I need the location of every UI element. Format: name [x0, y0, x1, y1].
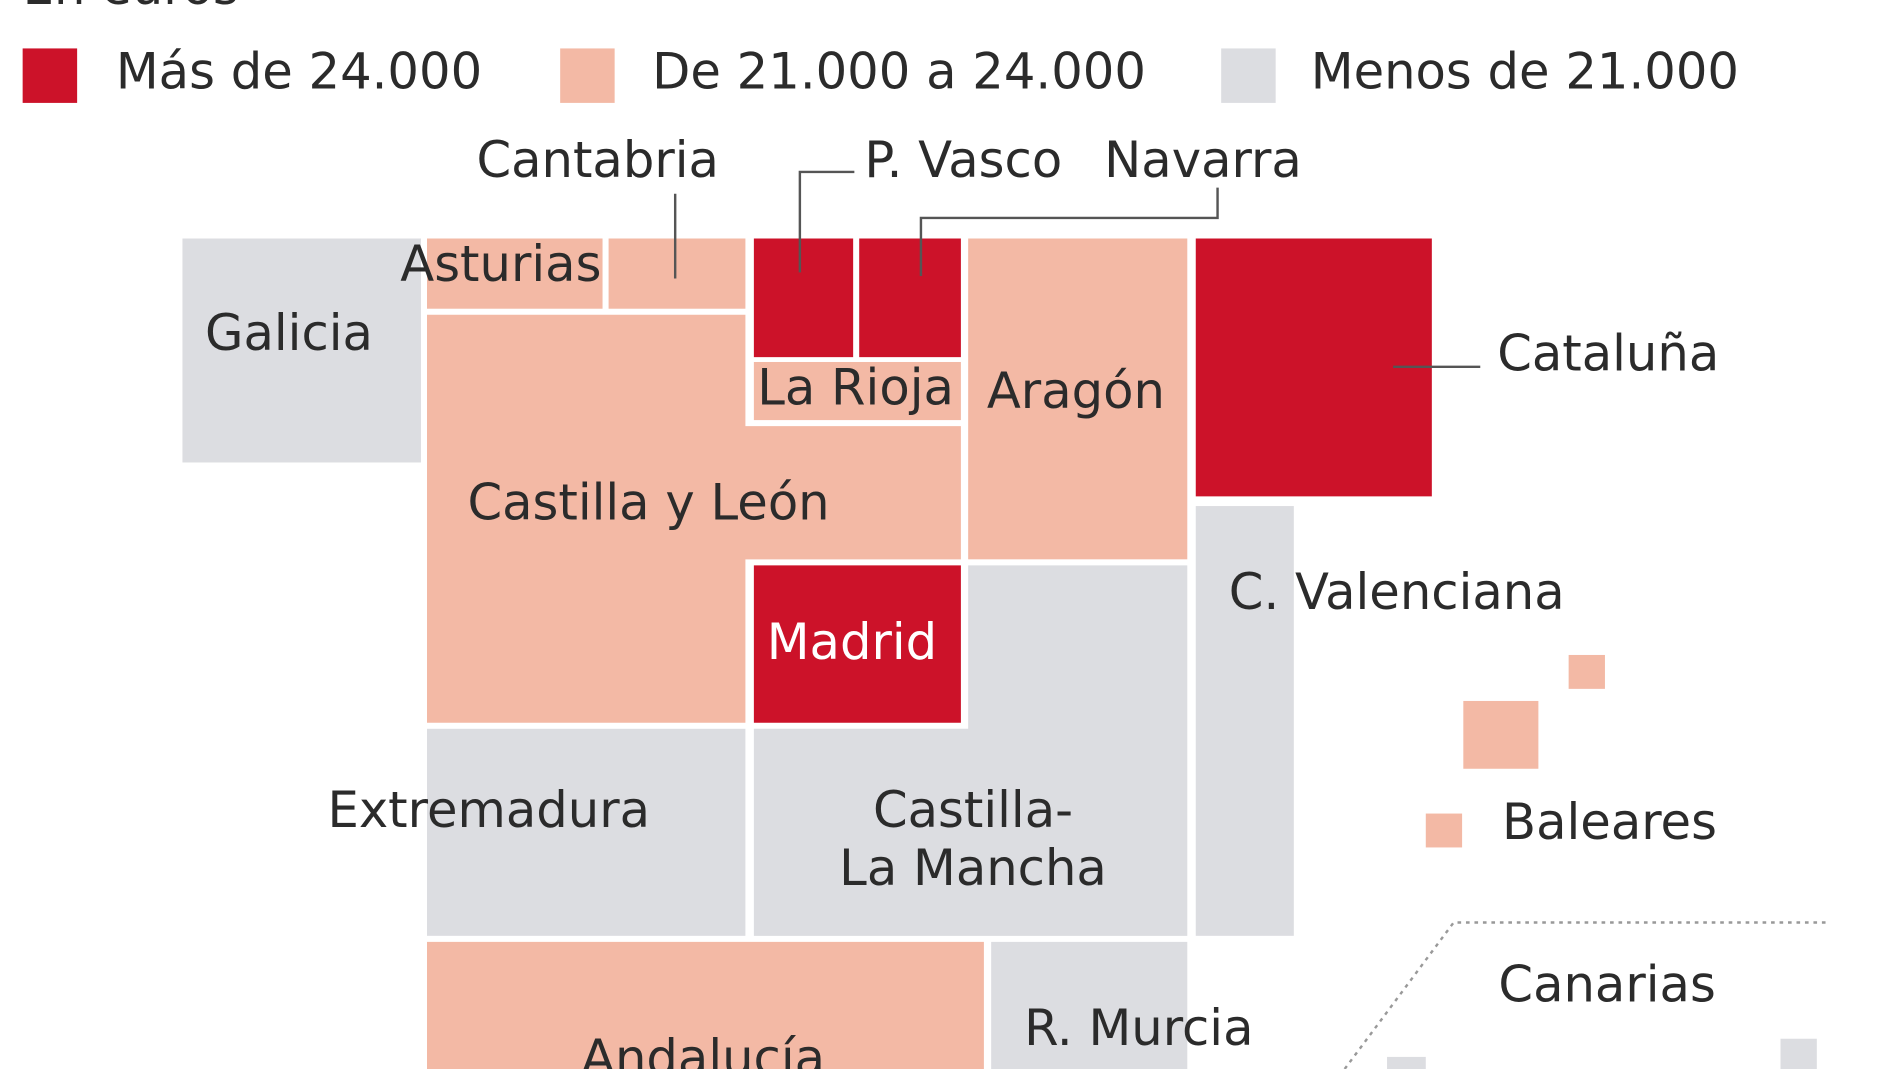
region-baleares [1425, 813, 1463, 848]
region-navarra [859, 238, 961, 358]
region-baleares [1463, 700, 1539, 769]
region-label: P. Vasco [864, 131, 1062, 189]
legend-swatch [22, 48, 78, 103]
subtitle: En euros [23, 0, 239, 16]
region-label: Asturias [400, 235, 601, 293]
region-label: C. Valenciana [1229, 563, 1565, 621]
legend-label: De 21.000 a 24.000 [652, 43, 1146, 101]
region-galicia [182, 238, 421, 463]
region-label: Canarias [1498, 955, 1715, 1013]
leader-line [919, 187, 1219, 277]
region-label: Castilla y León [467, 474, 829, 532]
region-castilla-leon [427, 314, 961, 723]
region-label: R. Murcia [1024, 999, 1253, 1057]
legend-label: Más de 24.000 [116, 43, 482, 101]
canarias-inset-border [1343, 921, 1827, 1069]
region-canarias [1387, 1056, 1426, 1069]
region-label: Galicia [205, 304, 373, 362]
region-pais-vasco [753, 238, 854, 358]
region-label: Andalucía [581, 1029, 825, 1069]
leader-line [798, 170, 855, 273]
region-label: Baleares [1502, 793, 1717, 851]
region-extremadura [427, 728, 746, 936]
region-label: Castilla- [873, 781, 1073, 839]
region-baleares [1568, 654, 1605, 689]
region-label: Madrid [767, 613, 937, 671]
region-label: Navarra [1104, 131, 1302, 189]
region-canarias [1780, 1038, 1817, 1069]
region-la-rioja [753, 361, 961, 421]
legend-swatch [560, 48, 615, 103]
legend-label: Menos de 21.000 [1311, 43, 1739, 101]
legend-swatch [1221, 48, 1276, 103]
region-castilla-la-mancha [753, 565, 1188, 936]
region-murcia [991, 941, 1188, 1069]
region-c-valenciana [1195, 506, 1294, 936]
region-andalucia [427, 941, 984, 1069]
region-label: Cantabria [476, 131, 718, 189]
region-madrid [753, 565, 961, 723]
region-label: Aragón [987, 362, 1165, 420]
region-cataluna [1195, 238, 1432, 497]
region-label: Cataluña [1497, 325, 1719, 383]
region-cantabria [608, 238, 746, 309]
region-aragon [968, 238, 1188, 560]
region-label: La Rioja [757, 359, 954, 417]
region-label: Extremadura [327, 781, 650, 839]
region-label: La Mancha [839, 839, 1107, 897]
region-asturias [427, 238, 603, 309]
